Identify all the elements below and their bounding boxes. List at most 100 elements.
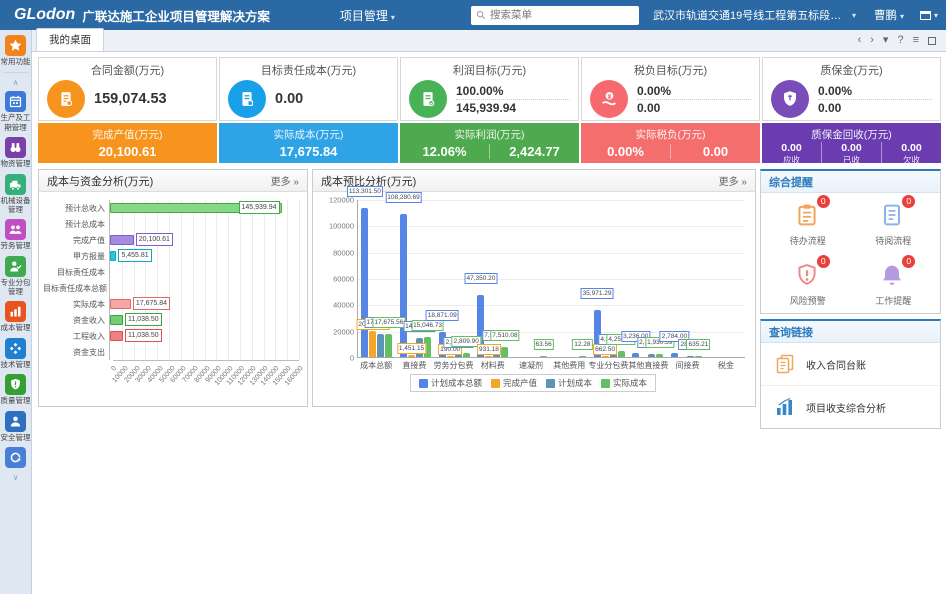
category-label: 完成产值: [73, 235, 105, 245]
legend-item: 计划成本: [546, 377, 592, 389]
kpi-card-2: 利润目标(万元) 100.00% 145,939.94: [400, 57, 579, 121]
user-menu[interactable]: 曹鹏 ▾: [873, 10, 904, 22]
cost-doc-icon: [242, 92, 254, 106]
query-link-list: 收入合同台账 项目收支综合分析: [761, 343, 940, 428]
y-tick-label: 80000: [333, 248, 354, 258]
bar-完成产值: [110, 234, 134, 245]
search-box[interactable]: [470, 5, 639, 25]
calendar-icon: [9, 96, 22, 108]
bar-完成产值: [446, 356, 454, 357]
divider: [2, 72, 29, 74]
bar-计划成本总额: [477, 294, 485, 357]
bar-完成产值: [601, 356, 609, 357]
kpi-card-row: 合同金额(万元) 159,074.53 目标责任成本(万元) 0.00 利润目标…: [38, 57, 941, 121]
stat-bar-0: 完成产值(万元) 20,100.61: [38, 123, 217, 163]
stat-value: 0.00: [781, 142, 802, 154]
reminders-panel: 综合提醒 0 待办流程 0 待阅流程 0 风险预警 0 工作提醒: [760, 169, 941, 314]
kpi-title: 合同金额(万元): [90, 65, 165, 77]
window-controls: ‹ › ▾? ≡: [858, 35, 936, 46]
stat-value: 0.00: [841, 142, 862, 154]
category-label: 预计总收入: [65, 203, 105, 213]
sidebar-item-6[interactable]: 成本管理: [0, 301, 31, 332]
bar-value-label: 12.28: [572, 339, 593, 350]
reminder-风险预警[interactable]: 0 风险预警: [765, 255, 851, 307]
query-links-panel: 查询链接 收入合同台账 项目收支综合分析: [760, 319, 941, 429]
bar-value-label: 145,939.94: [238, 201, 280, 214]
truck-icon: [9, 180, 21, 190]
chart-legend: 计划成本总额 完成产值 计划成本 实际成本: [409, 374, 657, 392]
collapse-icon[interactable]: ≡: [912, 34, 919, 46]
reminder-grid: 0 待办流程 0 待阅流程 0 风险预警 0 工作提醒: [761, 193, 940, 313]
chevron-down-icon: ▾: [899, 12, 904, 21]
stat-bar-row: 完成产值(万元) 20,100.61 实际成本(万元) 17,675.84 实际利润…: [38, 123, 941, 166]
sidebar-item-label: 成本管理: [0, 323, 31, 333]
bar-value-label: 2,784.00: [659, 331, 690, 343]
stat-value: 0.00: [901, 142, 922, 154]
sidebar-item-3[interactable]: 机械设备管理: [0, 173, 31, 215]
reminder-label: 待阅流程: [875, 236, 912, 246]
stat-title: 实际成本(万元): [273, 129, 344, 141]
category-label: 工程收入: [73, 331, 105, 341]
query-link[interactable]: 收入合同台账: [761, 343, 940, 385]
nav-next-icon[interactable]: ›: [870, 34, 874, 46]
bar-value-label: 47,350.20: [464, 272, 498, 284]
more-link[interactable]: 更多 »: [270, 177, 299, 188]
stat-sublabel: 应收: [782, 155, 800, 165]
search-input[interactable]: [489, 9, 634, 21]
project-selector[interactable]: 武汉市轨道交通19号线工程第五标段土建...: [652, 10, 849, 22]
category-label: 目标责任成本总额: [43, 283, 107, 293]
people-icon: [9, 225, 22, 235]
bar-value-label: 1,930.39: [645, 337, 675, 349]
clipboard-icon: [798, 204, 816, 226]
sidebar-item-label: 物资管理: [0, 159, 31, 169]
sidebar-item-1[interactable]: 生产及工期管理: [0, 91, 31, 132]
count-badge: 0: [902, 255, 916, 268]
layout-switch-button[interactable]: ▾: [919, 10, 938, 20]
cost-comparison-panel: 成本预比分析(万元) 更多 » 0 20000 40000 60000 80000 100…: [312, 169, 756, 407]
kpi-value: 0.00: [818, 100, 842, 115]
query-link[interactable]: 项目收支综合分析: [761, 385, 940, 428]
bar-value-label: 35,971.29: [580, 287, 614, 299]
top-bar: GLodon 广联达施工企业项目管理解决方案 项目管理▾ 武汉市轨道交通19号线…: [0, 0, 946, 30]
nav-prev-icon[interactable]: ‹: [857, 34, 862, 46]
help-icon[interactable]: ?: [897, 34, 904, 46]
dropdown-icon[interactable]: ▾: [882, 34, 889, 46]
kpi-value: 145,939.94: [456, 100, 517, 115]
sidebar-scroll-up[interactable]: ∧: [12, 78, 19, 88]
fullscreen-icon[interactable]: [928, 36, 936, 45]
sidebar-scroll-down[interactable]: ∨: [12, 472, 19, 482]
sidebar-item-8[interactable]: 质量管理: [0, 374, 31, 405]
sidebar-item-0[interactable]: 常用功能: [0, 35, 31, 66]
panel-title: 综合提醒: [769, 176, 813, 189]
count-badge: 0: [816, 195, 830, 208]
reminder-工作提醒[interactable]: 0 工作提醒: [851, 255, 937, 307]
sidebar-item-10[interactable]: [5, 446, 26, 468]
more-link[interactable]: 更多 »: [718, 177, 747, 188]
contract-doc-icon: [61, 92, 73, 107]
sidebar: 常用功能 ∧ 生产及工期管理 物资管理 机械设备管理 劳务管理 专业分包管理 成…: [0, 30, 32, 594]
bar-计划成本总额: [632, 352, 640, 357]
stat-sublabel: 已收: [842, 155, 860, 165]
nav-project-management[interactable]: 项目管理 ▾: [339, 8, 395, 23]
bar-计划成本: [377, 333, 385, 357]
bar-完成产值: [408, 355, 416, 357]
bar-甲方报量: [110, 250, 117, 261]
sidebar-item-9[interactable]: 安全管理: [0, 410, 31, 442]
sidebar-item-7[interactable]: 技术管理: [0, 337, 31, 369]
sidebar-item-label: 质量管理: [0, 396, 31, 406]
bar-value-label: 108,280.69: [385, 192, 422, 204]
reminder-label: 风险预警: [789, 296, 826, 306]
sidebar-item-5[interactable]: 专业分包管理: [0, 255, 31, 297]
reminder-待阅流程[interactable]: 0 待阅流程: [851, 195, 937, 247]
category-label: 甲方报量: [73, 251, 105, 261]
panel-title: 成本与资金分析(万元): [47, 175, 154, 188]
kpi-title: 税负目标(万元): [633, 65, 708, 77]
sidebar-item-2[interactable]: 物资管理: [0, 137, 31, 168]
sidebar-item-4[interactable]: 劳务管理: [0, 219, 31, 250]
bar-value-label: 17,675.84: [132, 297, 171, 310]
reminder-待办流程[interactable]: 0 待办流程: [765, 195, 851, 247]
bar-value-label: 20,100.61: [135, 233, 173, 246]
tab-my-desktop[interactable]: 我的桌面: [36, 28, 104, 51]
chevron-down-icon: ▾: [933, 10, 938, 20]
category-label: 目标责任成本: [57, 267, 105, 277]
